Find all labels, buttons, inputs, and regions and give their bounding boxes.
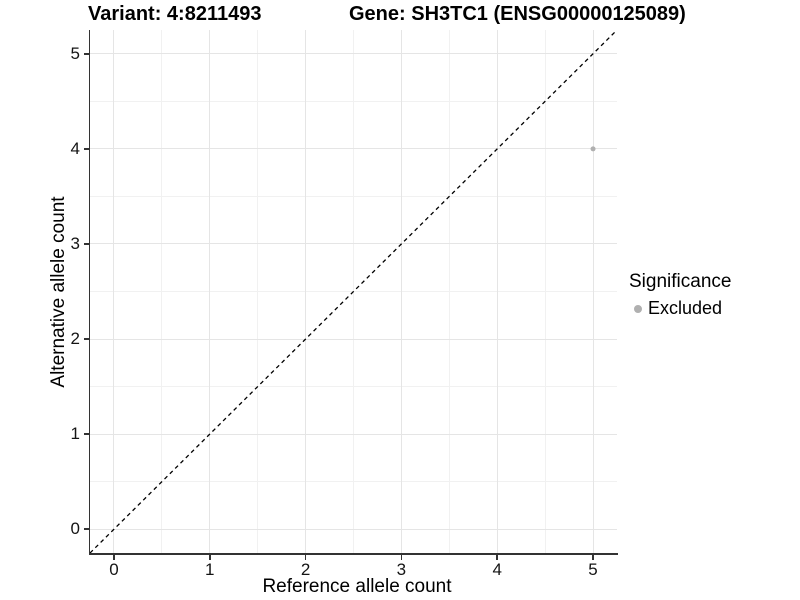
legend-title: Significance <box>629 271 732 292</box>
gridline-x-major <box>113 30 115 553</box>
y-tick-label: 0 <box>70 519 80 539</box>
gridline-y-minor <box>90 481 617 483</box>
y-tick-mark <box>84 528 89 530</box>
x-tick-label: 2 <box>300 560 311 579</box>
gridline-x-major <box>209 30 211 553</box>
y-tick-label: 3 <box>70 233 80 253</box>
y-tick-label: 4 <box>70 138 80 158</box>
data-point-excluded <box>590 146 596 152</box>
x-tick-label: 3 <box>396 560 407 579</box>
plot-title-variant: Variant: 4:8211493 <box>88 3 262 25</box>
legend-item-label: Excluded <box>648 298 723 318</box>
plot-title-gene: Gene: SH3TC1 (ENSG00000125089) <box>349 3 686 25</box>
identity-dashed-line <box>90 30 617 553</box>
y-tick-label: 5 <box>70 43 80 63</box>
gridline-y-major <box>90 433 617 435</box>
x-tick-mark <box>400 554 403 560</box>
legend: Significance Excluded <box>629 271 731 319</box>
gridline-y-major <box>90 528 617 530</box>
gridline-x-major <box>305 30 307 553</box>
y-tick-mark <box>84 243 89 245</box>
legend-key <box>629 300 646 317</box>
gridline-x-major <box>400 30 402 553</box>
x-tick-label: 1 <box>205 560 215 579</box>
gridline-y-major <box>90 53 617 55</box>
y-tick-label: 2 <box>70 329 80 349</box>
plot-panel <box>90 30 617 553</box>
gridline-y-major <box>90 338 617 340</box>
y-tick-mark <box>84 148 89 150</box>
legend-item-excluded: Excluded <box>629 298 731 319</box>
y-tick-mark <box>84 53 89 55</box>
x-tick-label: 5 <box>588 560 598 579</box>
y-axis-title: Alternative allele count <box>48 196 69 388</box>
gridline-x-major <box>592 30 594 553</box>
x-tick-label: 0 <box>109 560 119 579</box>
gridline-y-major <box>90 148 617 150</box>
x-tick-mark <box>113 554 115 560</box>
x-axis-line <box>88 553 618 555</box>
gridline-y-minor <box>90 386 617 388</box>
legend-excluded-dot-icon <box>633 304 642 313</box>
x-tick-mark <box>496 554 498 560</box>
x-axis-title: Reference allele count <box>262 576 452 597</box>
x-tick-label: 4 <box>492 560 502 579</box>
x-tick-mark <box>592 554 594 560</box>
y-tick-mark <box>84 433 89 435</box>
gridline-x-major <box>496 30 498 553</box>
gridline-y-major <box>90 243 617 245</box>
gridline-y-minor <box>90 100 617 102</box>
y-axis-line <box>88 30 90 555</box>
panel-graphics <box>90 30 617 553</box>
gridline-y-minor <box>90 195 617 197</box>
y-tick-label: 1 <box>70 424 80 444</box>
x-tick-mark <box>209 554 211 560</box>
x-tick-mark <box>304 554 307 560</box>
y-tick-mark <box>84 338 89 340</box>
